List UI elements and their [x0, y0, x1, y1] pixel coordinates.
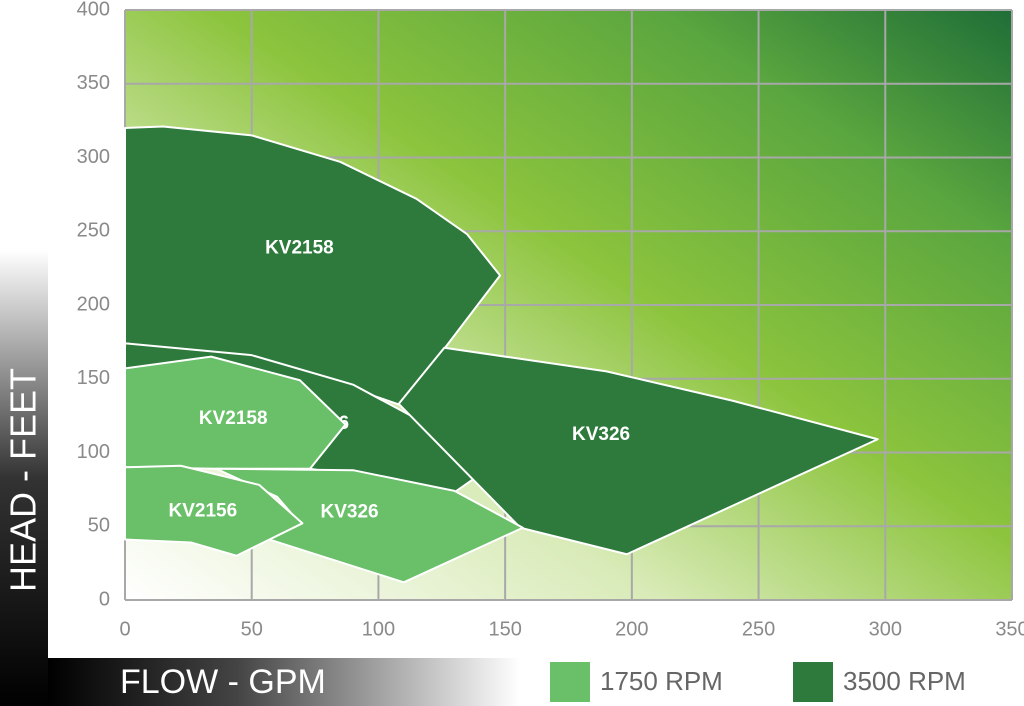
- x-tick-label: 0: [119, 618, 130, 640]
- y-label-bar: [0, 250, 48, 706]
- legend-swatch: [793, 662, 833, 702]
- x-tick-label: 100: [362, 618, 395, 640]
- region-label: KV326: [321, 501, 379, 522]
- y-tick-label: 300: [77, 146, 110, 168]
- legend-label: 1750 RPM: [600, 666, 723, 696]
- y-tick-label: 250: [77, 220, 110, 242]
- region-label: KV2156: [169, 500, 238, 521]
- region-label: KV2158: [199, 408, 268, 429]
- region: [215, 467, 524, 584]
- region-label: KV2158: [265, 237, 334, 258]
- regions: KV2158KV2156KV326KV2158KV326KV2156: [124, 125, 879, 584]
- y-axis-label: HEAD - FEET: [3, 368, 44, 592]
- y-tick-label: 100: [77, 441, 110, 463]
- x-tick-label: 200: [615, 618, 648, 640]
- legend: 1750 RPM 3500 RPM: [550, 662, 966, 702]
- y-tick-label: 350: [77, 72, 110, 94]
- x-tick-label: 150: [488, 618, 521, 640]
- x-tick-label: 250: [742, 618, 775, 640]
- legend-label: 3500 RPM: [843, 666, 966, 696]
- legend-swatch: [550, 662, 590, 702]
- x-axis-label: FLOW - GPM: [120, 663, 326, 701]
- region: [397, 346, 879, 556]
- y-tick-label: 0: [99, 588, 110, 610]
- y-tick-label: 50: [88, 515, 110, 537]
- region: [124, 464, 304, 557]
- x-tick-label: 50: [241, 618, 263, 640]
- region-label: KV326: [572, 424, 630, 445]
- x-label-bar: [48, 658, 520, 706]
- y-tick-label: 150: [77, 367, 110, 389]
- y-tick-label: 200: [77, 293, 110, 315]
- x-tick-label: 300: [869, 618, 902, 640]
- x-tick-label: 350: [995, 618, 1024, 640]
- y-tick-label: 400: [77, 0, 110, 20]
